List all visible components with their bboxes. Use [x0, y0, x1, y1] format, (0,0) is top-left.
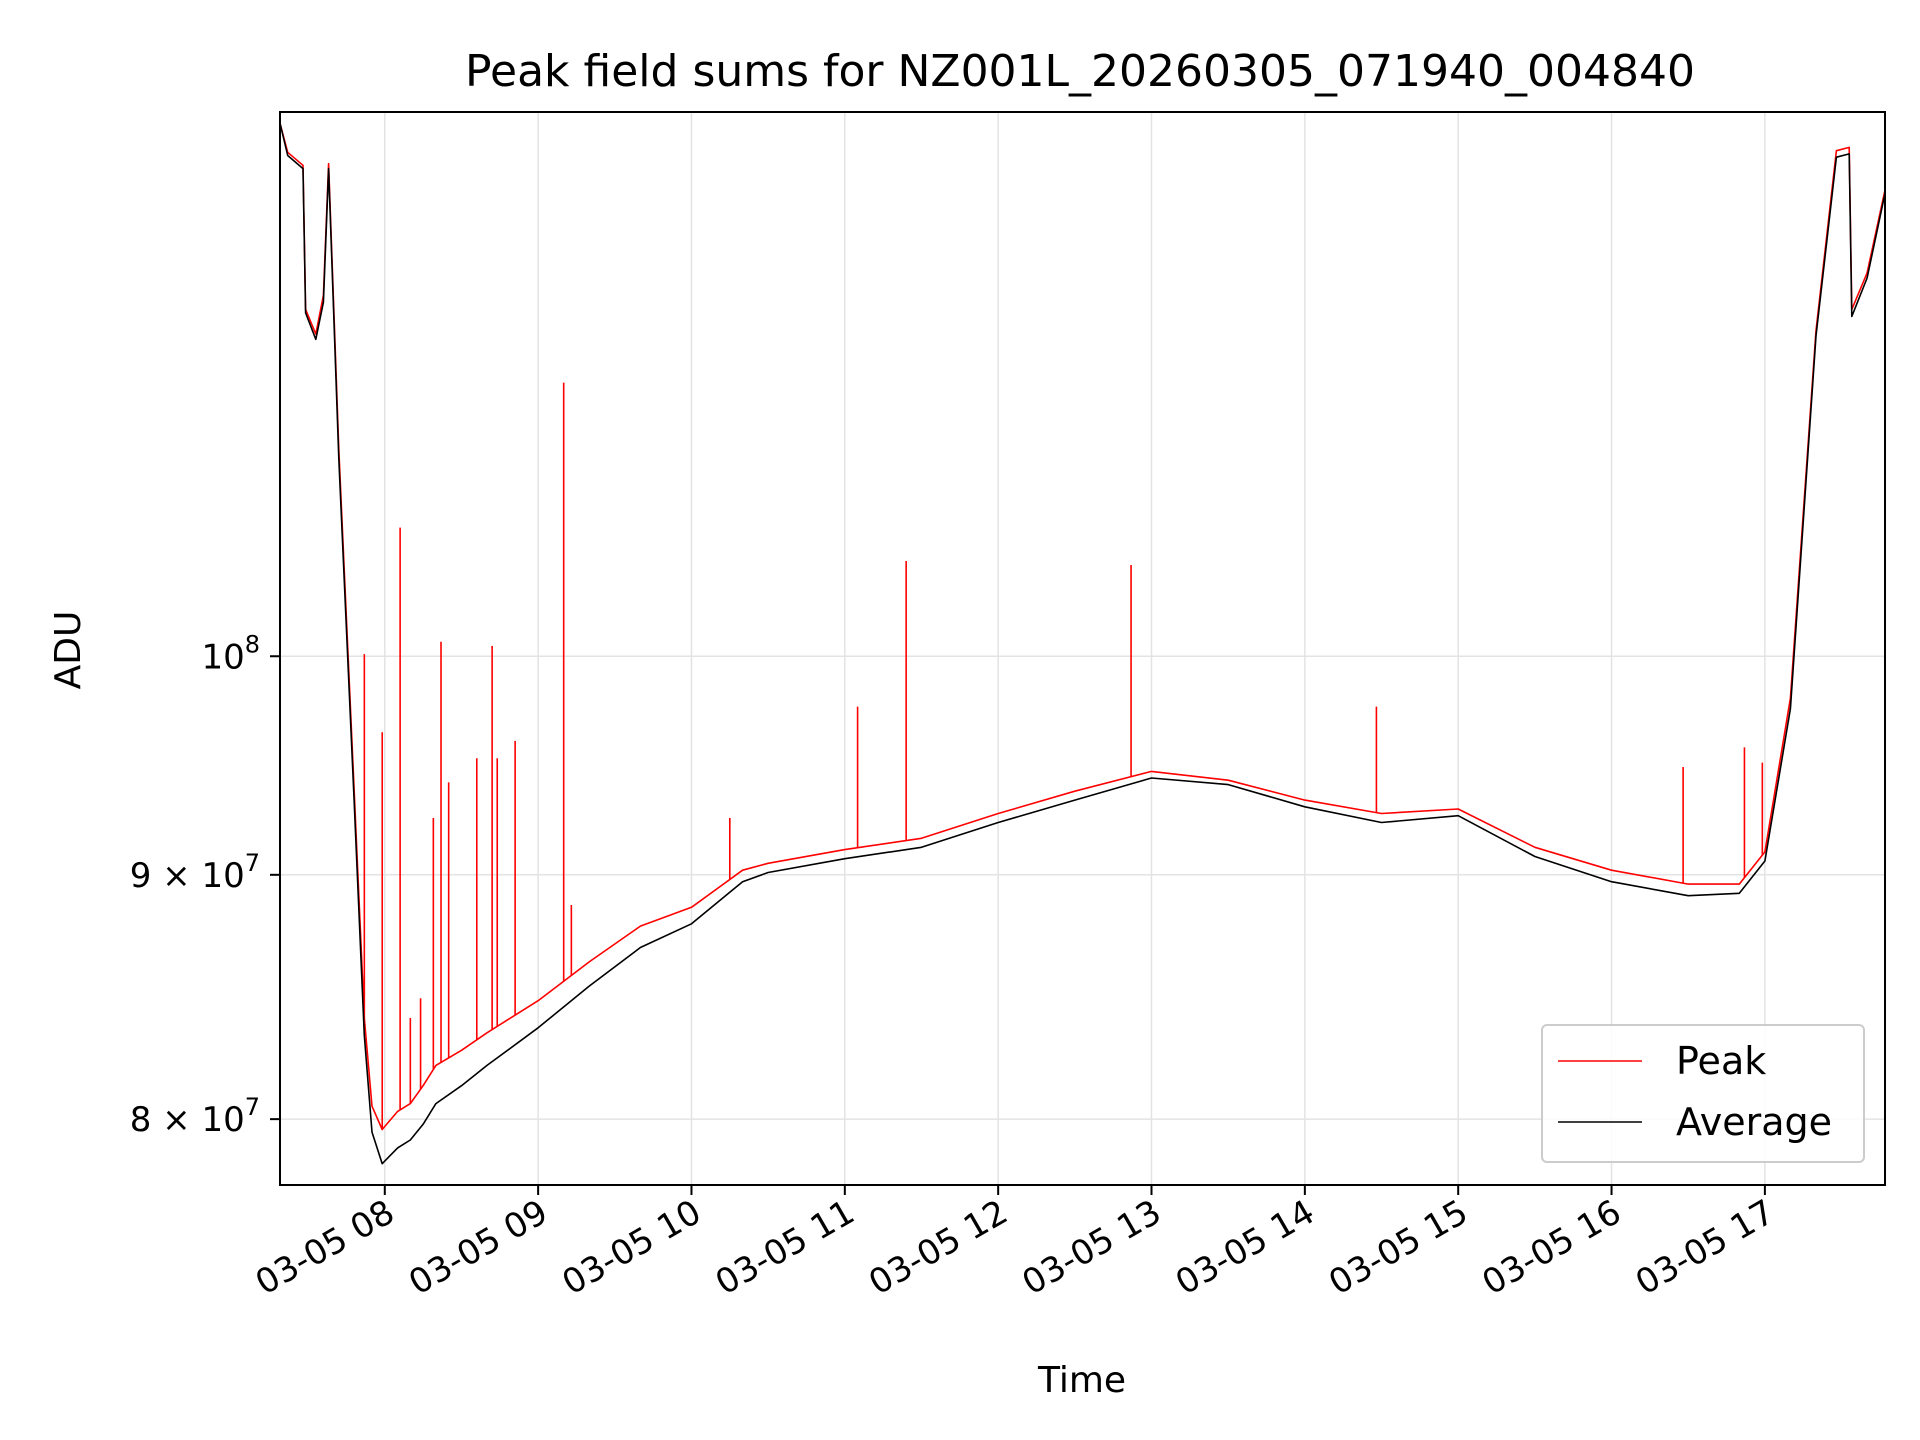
series-line-average [279, 123, 1886, 1165]
legend-box [1541, 1024, 1865, 1163]
x-axis-label: Time [1037, 1360, 1126, 1401]
y-tick-label-exponent: 7 [245, 1093, 260, 1121]
y-tick-label-base: 8 × 10 [130, 1100, 245, 1140]
legend-label-peak: Peak [1676, 1039, 1766, 1083]
y-axis-label: ADU [48, 611, 89, 690]
grid [280, 112, 1885, 1185]
plot-frame [279, 111, 1886, 1186]
y-tick-label-exponent: 7 [245, 849, 260, 877]
chart-title: Peak field sums for NZ001L_20260305_0719… [465, 46, 1695, 97]
y-tick-label-base: 9 × 10 [130, 856, 245, 896]
plot-series [279, 122, 1886, 1165]
legend: Peak Average [1541, 1024, 1865, 1163]
y-tick-label: 108 [201, 630, 260, 677]
legend-label-average: Average [1676, 1100, 1832, 1144]
y-tick-label-base: 10 [201, 637, 244, 677]
y-tick-label-exponent: 8 [245, 630, 260, 658]
y-tick-label: 9 × 107 [130, 849, 260, 896]
y-tick-label: 8 × 107 [130, 1093, 260, 1140]
